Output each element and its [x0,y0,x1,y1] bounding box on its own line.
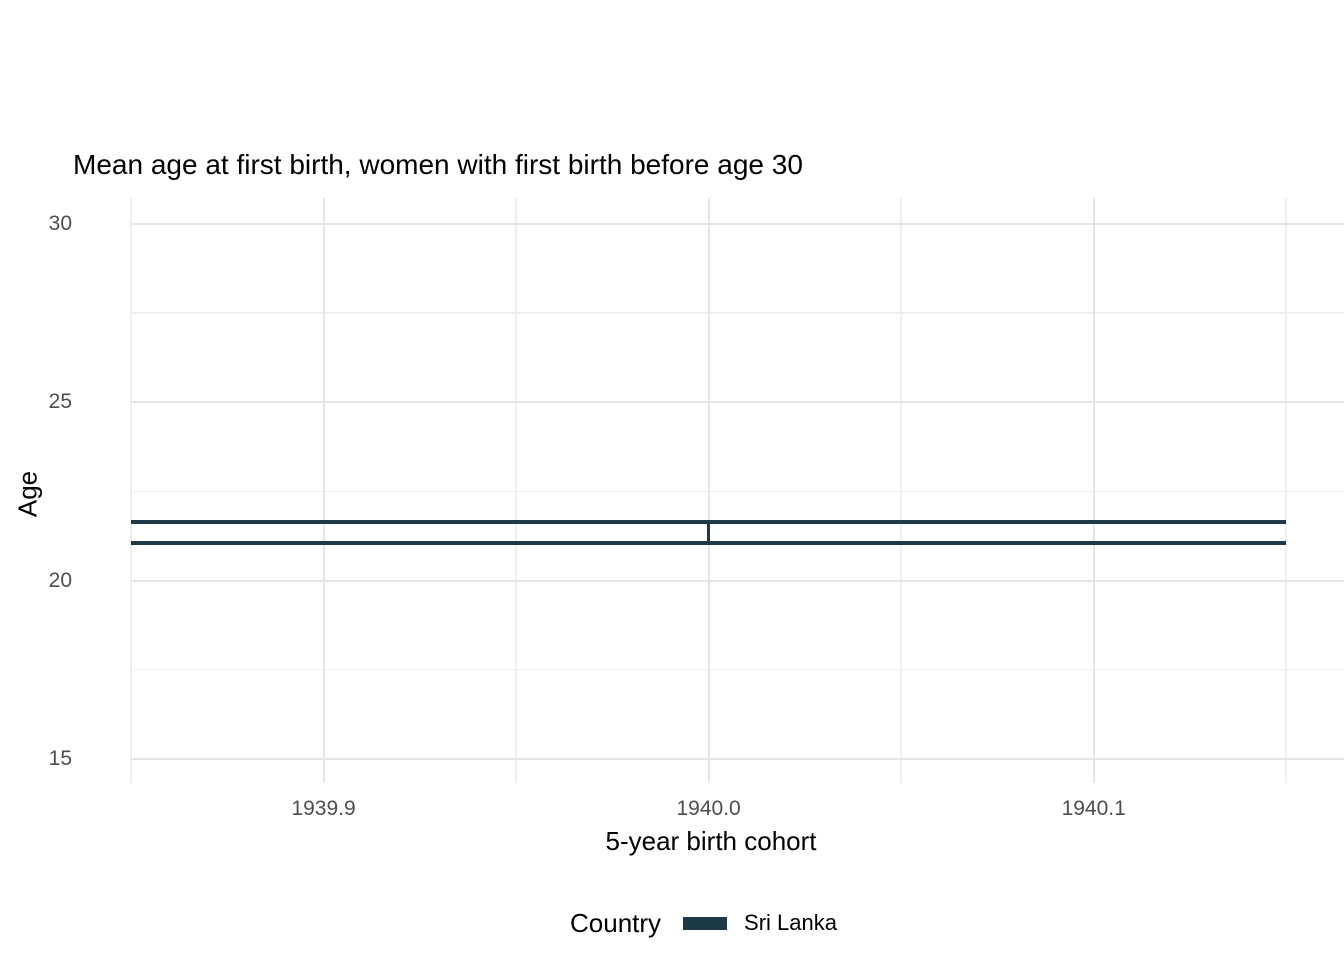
gridline-y-major [131,223,1344,226]
gridline-y-minor [131,312,1344,314]
x-tick-label: 1940.0 [676,797,741,820]
chart-title: Mean age at first birth, women with firs… [73,149,803,180]
errorbar-vertical-line [707,521,711,544]
y-axis-title: Age [12,470,43,518]
gridline-x-minor [1285,198,1287,783]
gridline-y-major [131,401,1344,404]
y-tick-label: 30 [48,212,72,236]
gridline-y-major [131,757,1344,760]
y-tick-label: 25 [48,390,72,414]
gridline-x-minor [515,198,517,783]
legend: Country Sri Lanka [570,907,837,939]
gridline-y-minor [131,490,1344,493]
x-tick-label: 1939.9 [291,797,356,820]
y-tick-label: 20 [48,568,72,592]
gridline-x-minor [130,198,132,783]
legend-key-swatch [683,916,728,930]
gridline-x-major [1092,198,1095,783]
plot-panel [130,198,1344,783]
errorbar-bottom-cap [131,541,1287,546]
gridline-y-minor [131,668,1344,671]
gridline-x-major [322,198,325,783]
gridline-y-major [131,579,1344,582]
legend-title: Country [570,907,662,938]
gridline-x-minor [900,198,902,783]
gridline-x-major [707,198,710,783]
x-tick-label: 1940.1 [1061,797,1126,820]
y-tick-label: 15 [48,746,72,770]
legend-entry-label: Sri Lanka [744,910,837,935]
x-axis-title: 5-year birth cohort [605,826,817,856]
